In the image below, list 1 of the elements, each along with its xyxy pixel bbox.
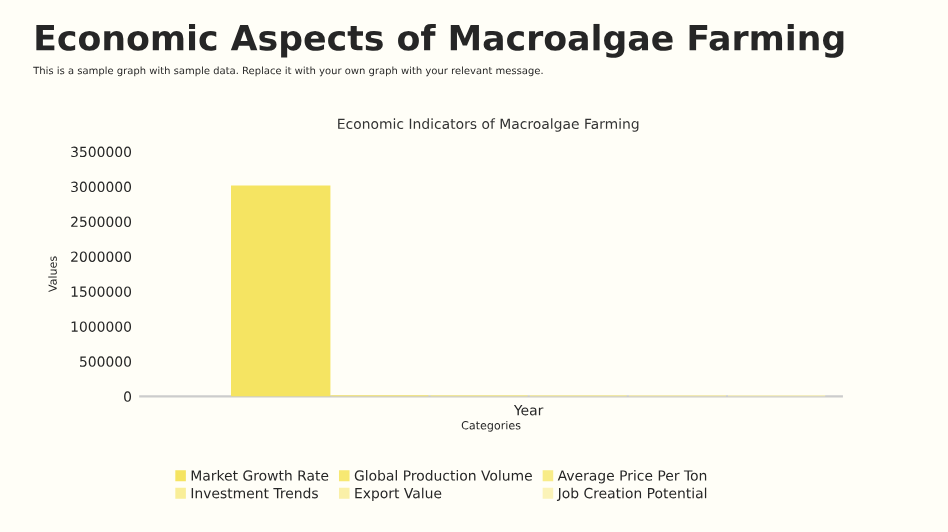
chart-title: Economic Aspects of Macroalgae Farming <box>36 23 844 58</box>
